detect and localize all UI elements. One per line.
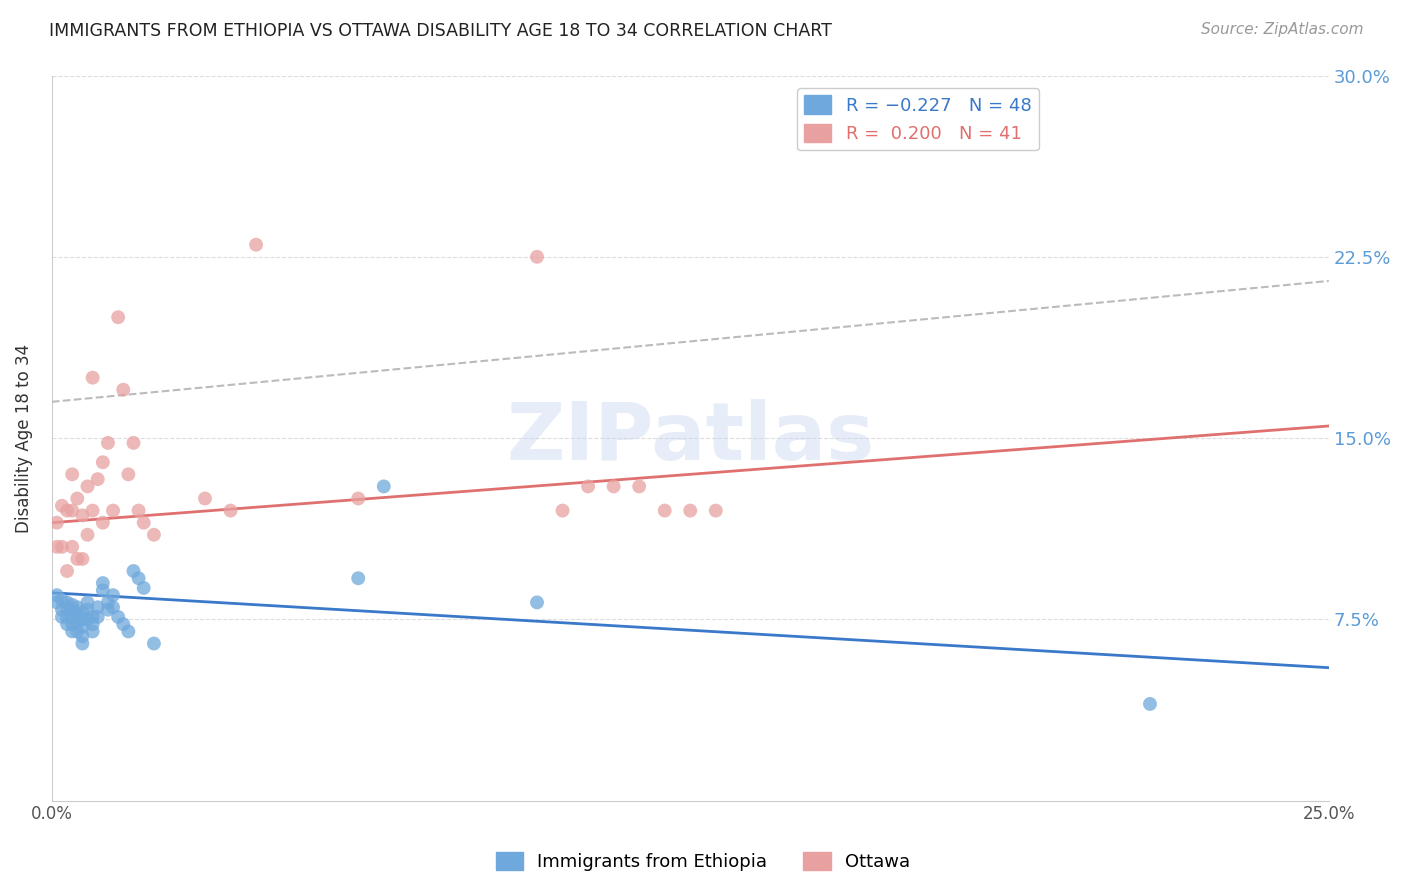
Legend: R = −0.227   N = 48, R =  0.200   N = 41: R = −0.227 N = 48, R = 0.200 N = 41 (797, 88, 1039, 151)
Ottawa (56, 503, 79, 517)
Immigrants from Ethiopia (347, 571, 370, 585)
Ottawa (60, 540, 83, 554)
Ottawa (91, 516, 114, 530)
Ottawa (551, 503, 574, 517)
Ottawa (142, 527, 165, 541)
Ottawa (72, 552, 94, 566)
Immigrants from Ethiopia (112, 617, 135, 632)
Immigrants from Ethiopia (45, 588, 67, 602)
Ottawa (194, 491, 217, 506)
Immigrants from Ethiopia (91, 583, 114, 598)
Ottawa (72, 508, 94, 523)
Ottawa (45, 540, 67, 554)
Immigrants from Ethiopia (56, 617, 79, 632)
Ottawa (51, 540, 73, 554)
Immigrants from Ethiopia (107, 610, 129, 624)
Text: ZIPatlas: ZIPatlas (506, 399, 875, 477)
Ottawa (76, 527, 98, 541)
Ottawa (51, 499, 73, 513)
Immigrants from Ethiopia (128, 571, 150, 585)
Ottawa (602, 479, 624, 493)
Immigrants from Ethiopia (117, 624, 139, 639)
Ottawa (87, 472, 110, 486)
Ottawa (66, 491, 89, 506)
Immigrants from Ethiopia (526, 595, 548, 609)
Immigrants from Ethiopia (45, 595, 67, 609)
Immigrants from Ethiopia (51, 610, 73, 624)
Ottawa (82, 370, 104, 384)
Immigrants from Ethiopia (97, 595, 120, 609)
Immigrants from Ethiopia (56, 610, 79, 624)
Ottawa (122, 436, 145, 450)
Immigrants from Ethiopia (72, 612, 94, 626)
Immigrants from Ethiopia (82, 624, 104, 639)
Immigrants from Ethiopia (60, 610, 83, 624)
Ottawa (66, 552, 89, 566)
Immigrants from Ethiopia (56, 600, 79, 615)
Immigrants from Ethiopia (51, 593, 73, 607)
Immigrants from Ethiopia (60, 602, 83, 616)
Immigrants from Ethiopia (56, 595, 79, 609)
Immigrants from Ethiopia (87, 610, 110, 624)
Ottawa (76, 479, 98, 493)
Immigrants from Ethiopia (87, 600, 110, 615)
Ottawa (526, 250, 548, 264)
Immigrants from Ethiopia (101, 600, 124, 615)
Ottawa (117, 467, 139, 482)
Immigrants from Ethiopia (66, 600, 89, 615)
Immigrants from Ethiopia (51, 602, 73, 616)
Immigrants from Ethiopia (66, 615, 89, 629)
Ottawa (56, 564, 79, 578)
Ottawa (60, 467, 83, 482)
Immigrants from Ethiopia (72, 636, 94, 650)
Immigrants from Ethiopia (60, 624, 83, 639)
Immigrants from Ethiopia (122, 564, 145, 578)
Ottawa (132, 516, 155, 530)
Immigrants from Ethiopia (1139, 697, 1161, 711)
Ottawa (245, 237, 267, 252)
Text: Source: ZipAtlas.com: Source: ZipAtlas.com (1201, 22, 1364, 37)
Immigrants from Ethiopia (142, 636, 165, 650)
Immigrants from Ethiopia (72, 605, 94, 619)
Immigrants from Ethiopia (97, 602, 120, 616)
Immigrants from Ethiopia (82, 617, 104, 632)
Ottawa (97, 436, 120, 450)
Legend: Immigrants from Ethiopia, Ottawa: Immigrants from Ethiopia, Ottawa (489, 845, 917, 879)
Immigrants from Ethiopia (91, 576, 114, 591)
Immigrants from Ethiopia (72, 619, 94, 633)
Immigrants from Ethiopia (76, 612, 98, 626)
Ottawa (347, 491, 370, 506)
Ottawa (112, 383, 135, 397)
Immigrants from Ethiopia (66, 607, 89, 622)
Immigrants from Ethiopia (373, 479, 395, 493)
Ottawa (82, 503, 104, 517)
Immigrants from Ethiopia (72, 629, 94, 643)
Ottawa (576, 479, 599, 493)
Immigrants from Ethiopia (60, 617, 83, 632)
Ottawa (60, 503, 83, 517)
Immigrants from Ethiopia (82, 610, 104, 624)
Ottawa (219, 503, 242, 517)
Ottawa (101, 503, 124, 517)
Ottawa (91, 455, 114, 469)
Ottawa (654, 503, 676, 517)
Immigrants from Ethiopia (76, 595, 98, 609)
Immigrants from Ethiopia (101, 588, 124, 602)
Ottawa (107, 310, 129, 325)
Y-axis label: Disability Age 18 to 34: Disability Age 18 to 34 (15, 343, 32, 533)
Immigrants from Ethiopia (76, 602, 98, 616)
Immigrants from Ethiopia (132, 581, 155, 595)
Immigrants from Ethiopia (66, 624, 89, 639)
Immigrants from Ethiopia (60, 598, 83, 612)
Text: IMMIGRANTS FROM ETHIOPIA VS OTTAWA DISABILITY AGE 18 TO 34 CORRELATION CHART: IMMIGRANTS FROM ETHIOPIA VS OTTAWA DISAB… (49, 22, 832, 40)
Ottawa (704, 503, 727, 517)
Ottawa (45, 516, 67, 530)
Ottawa (128, 503, 150, 517)
Ottawa (628, 479, 651, 493)
Ottawa (679, 503, 702, 517)
